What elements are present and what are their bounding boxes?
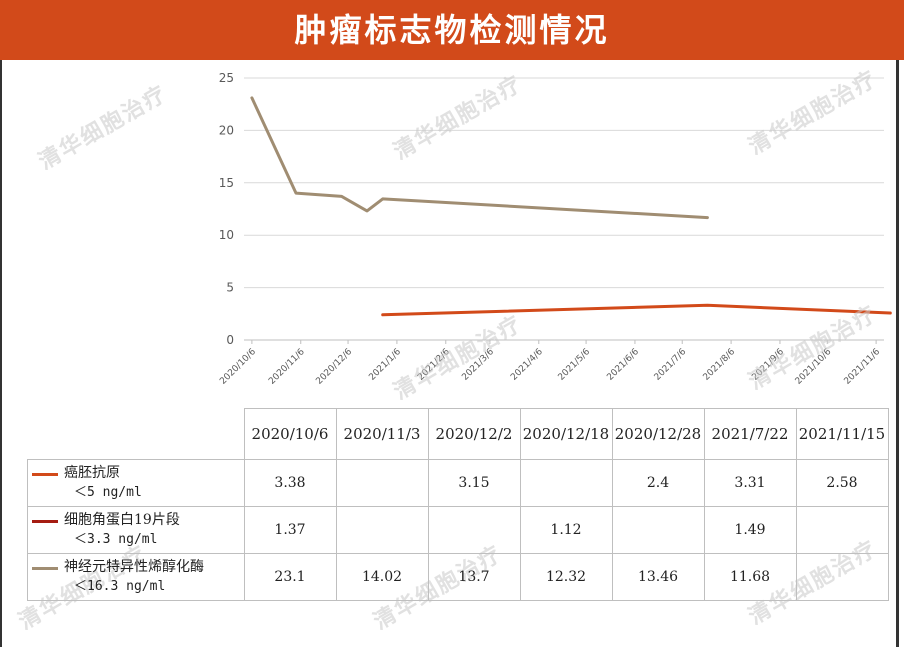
- table-header-cell: 2020/12/2: [427, 408, 521, 460]
- legend-line-icon: [32, 520, 58, 523]
- table-header-cell: 2020/10/6: [243, 408, 337, 460]
- table-cell: [519, 459, 613, 507]
- series-name: 癌胚抗原: [64, 465, 120, 481]
- table-cell: [795, 506, 889, 554]
- data-point: [294, 191, 298, 195]
- table-cell: 13.46: [611, 553, 705, 601]
- table-row: 细胞角蛋白19片段 ＜3.3 ng/ml 1.37 1.12 1.49: [27, 506, 889, 554]
- table-cell: 11.68: [703, 553, 797, 601]
- x-tick-label: 2021/6/6: [605, 347, 641, 383]
- table-cell: 1.49: [703, 506, 797, 554]
- legend-line-icon: [32, 567, 58, 570]
- table-cell: 3.38: [243, 459, 337, 507]
- x-tick-label: 2021/3/6: [460, 347, 496, 383]
- table-header-row: 2020/10/6 2020/11/3 2020/12/2 2020/12/18…: [27, 408, 889, 460]
- table-header-cell: 2020/12/18: [519, 408, 613, 460]
- table-cell: 1.37: [243, 506, 337, 554]
- table-cell: 2.4: [611, 459, 705, 507]
- table-cell: [611, 506, 705, 554]
- y-tick-label: 20: [219, 123, 234, 137]
- table-cell: 1.12: [519, 506, 613, 554]
- x-tick-label: 2021/4/6: [509, 347, 545, 383]
- y-tick-label: 15: [219, 176, 234, 190]
- x-tick-label: 2021/11/6: [843, 347, 883, 387]
- table-cell: 12.32: [519, 553, 613, 601]
- chart-panel: [0, 60, 899, 647]
- table-cell: 3.31: [703, 459, 797, 507]
- x-tick-label: 2021/8/6: [702, 347, 738, 383]
- reference-limit: ＜16.3 ng/ml: [74, 579, 166, 594]
- data-point: [706, 304, 709, 307]
- table-cell: [795, 553, 889, 601]
- x-tick-label: 2021/9/6: [750, 347, 786, 383]
- series-name: 神经元特异性烯醇化酶: [64, 559, 204, 575]
- table-header-cell: 2020/11/3: [335, 408, 429, 460]
- table-cell: 3.15: [427, 459, 521, 507]
- table-cell: [335, 459, 429, 507]
- data-point: [706, 216, 709, 219]
- data-table: 2020/10/6 2020/11/3 2020/12/2 2020/12/18…: [27, 408, 889, 601]
- page-title: 肿瘤标志物检测情况: [0, 0, 904, 60]
- x-tick-label: 2021/7/6: [653, 347, 689, 383]
- table-corner: [27, 408, 245, 460]
- table-row: 癌胚抗原 ＜5 ng/ml 3.38 3.15 2.4 3.31 2.58: [27, 459, 889, 507]
- legend-cell: 细胞角蛋白19片段 ＜3.3 ng/ml: [27, 506, 245, 554]
- data-point: [250, 96, 254, 100]
- table-header-cell: 2021/7/22: [703, 408, 797, 460]
- data-point: [889, 311, 892, 315]
- reference-limit: ＜3.3 ng/ml: [74, 532, 158, 547]
- line-chart: 0 5 10 15 20 25 2020/10/6 2020/11/6 2020/12/6 202…: [218, 71, 892, 387]
- series-name: 细胞角蛋白19片段: [64, 512, 180, 528]
- x-tick-label: 2021/1/6: [367, 347, 403, 383]
- x-tick-label: 2021/5/6: [557, 347, 593, 383]
- y-tick-label: 25: [219, 71, 234, 85]
- data-point: [365, 209, 369, 213]
- legend-line-icon: [32, 473, 58, 476]
- table-cell: 14.02: [335, 553, 429, 601]
- x-tick-label: 2021/2/6: [416, 347, 452, 383]
- table-header-cell: 2021/11/15: [795, 408, 889, 460]
- table-header-cell: 2020/12/28: [611, 408, 705, 460]
- data-point: [340, 195, 343, 198]
- x-tick-label: 2020/12/6: [314, 347, 354, 387]
- table-cell: 2.58: [795, 459, 889, 507]
- data-point: [381, 313, 384, 317]
- table-cell: [335, 506, 429, 554]
- table-cell: 23.1: [243, 553, 337, 601]
- series-line: [250, 96, 709, 220]
- x-tick-label: 2021/10/6: [794, 347, 834, 387]
- data-point: [381, 197, 384, 201]
- reference-limit: ＜5 ng/ml: [74, 485, 142, 500]
- legend-cell: 神经元特异性烯醇化酶 ＜16.3 ng/ml: [27, 553, 245, 601]
- x-tick-label: 2020/11/6: [267, 347, 307, 387]
- y-tick-label: 0: [226, 333, 234, 347]
- legend-cell: 癌胚抗原 ＜5 ng/ml: [27, 459, 245, 507]
- table-cell: 13.7: [427, 553, 521, 601]
- x-tick-label: 2020/10/6: [218, 347, 258, 387]
- table-cell: [427, 506, 521, 554]
- table-row: 神经元特异性烯醇化酶 ＜16.3 ng/ml 23.1 14.02 13.7 12…: [27, 553, 889, 601]
- y-tick-label: 10: [219, 228, 234, 242]
- series-line: [381, 303, 892, 317]
- y-tick-label: 5: [226, 281, 234, 295]
